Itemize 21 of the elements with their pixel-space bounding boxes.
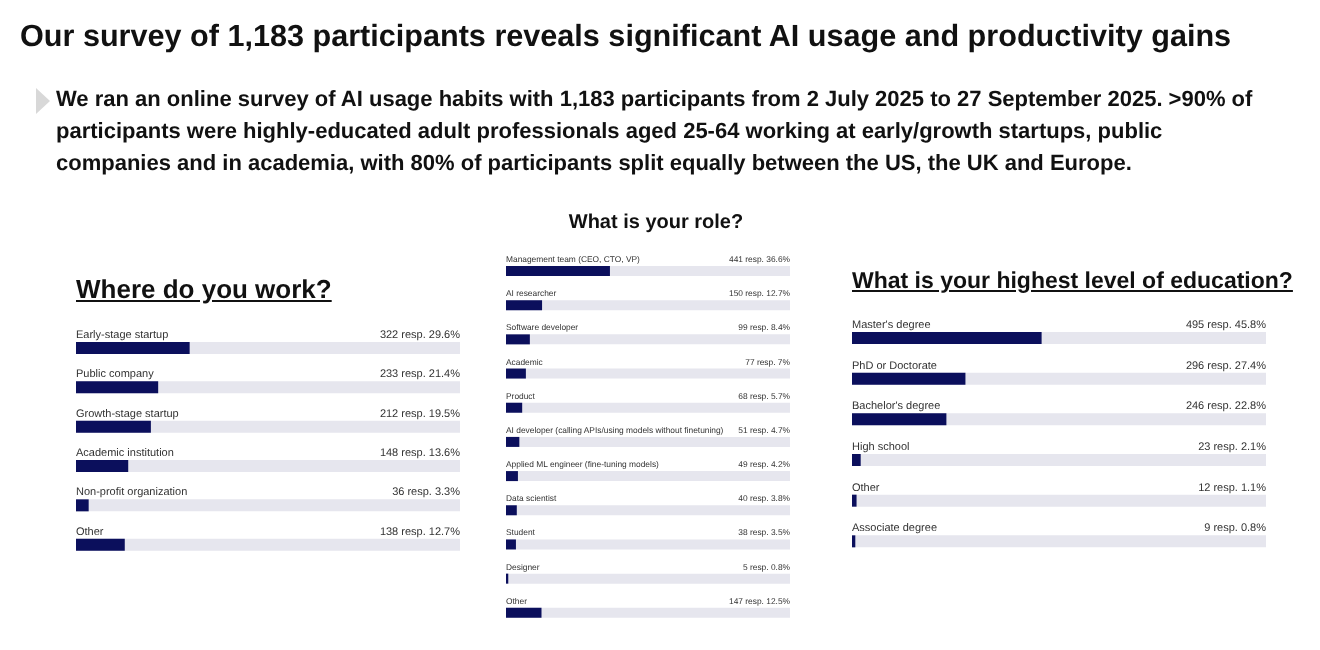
- bar: [506, 471, 518, 482]
- bar: [76, 499, 89, 512]
- text: We ran an online survey of AI usage habits with 1,183 participants from 2 July 2025 to 27 September 2025. >90% of participants were highly-educated adult professionals aged 25-64 working at early/growth startups, public companies and in academia, with 80% of participants split equally between the US, the UK and Europe.: [56, 86, 1255, 180]
- bar: [506, 300, 543, 311]
- bar: [506, 402, 523, 413]
- chart-title: What is your role?: [566, 210, 746, 238]
- bar: [76, 460, 129, 472]
- bar: [506, 539, 516, 550]
- bar: [76, 381, 159, 394]
- bar: [506, 368, 526, 379]
- chart-title: Where do you work?: [76, 272, 334, 308]
- chart-title: What is your highest level of education?: [852, 268, 1293, 298]
- text: Our survey of 1,183 participants reveals significant AI usage and productivity gains: [20, 20, 1232, 56]
- bar: [506, 436, 520, 447]
- bar: [506, 505, 517, 516]
- bar: [852, 413, 947, 426]
- bar: [506, 334, 530, 345]
- bar: [76, 420, 151, 433]
- bar: [852, 454, 861, 466]
- bar: [506, 607, 542, 618]
- bar: [76, 538, 125, 551]
